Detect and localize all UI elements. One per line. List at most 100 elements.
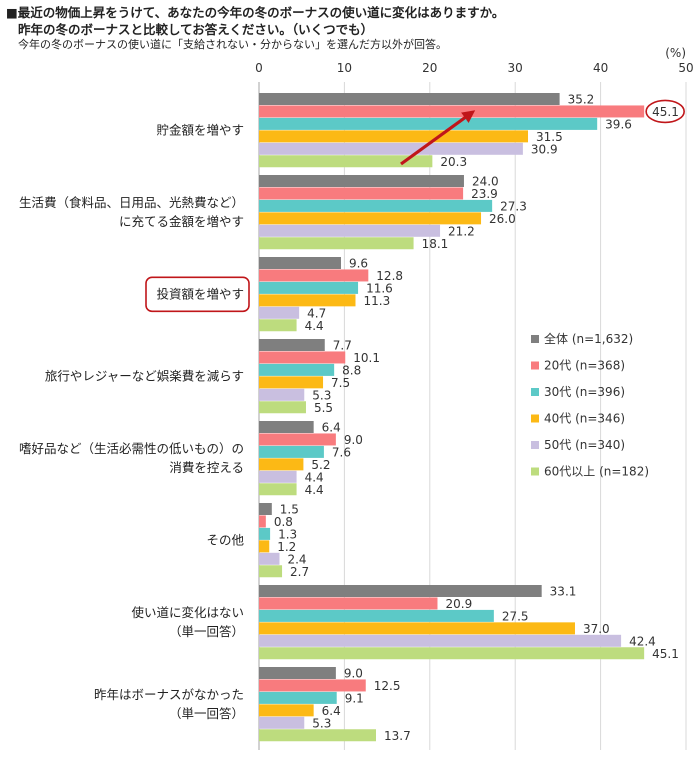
bar (259, 433, 336, 446)
bar (259, 187, 464, 200)
data-label: 1.5 (280, 503, 299, 517)
bar (259, 483, 297, 496)
bar (259, 691, 337, 704)
legend-swatch (531, 441, 539, 449)
legend-label: 60代以上 (n=182) (544, 465, 649, 479)
category-label: 使い道に変化はない (131, 605, 244, 620)
x-tick-label: 10 (337, 61, 352, 75)
data-label: 2.7 (290, 565, 309, 579)
legend-label: 50代 (n=340) (544, 438, 625, 452)
bar (259, 679, 366, 692)
bar (259, 224, 441, 237)
data-label: 39.6 (605, 117, 632, 131)
data-label: 31.5 (536, 130, 563, 144)
bar (259, 257, 341, 269)
data-label: 5.2 (311, 458, 330, 472)
bar (259, 388, 305, 401)
data-label: 35.2 (568, 93, 595, 107)
bar (259, 527, 271, 540)
data-label: 27.3 (500, 199, 527, 213)
legend-swatch (531, 361, 539, 370)
category-label: 旅行やレジャーなど娯楽費を減らす (45, 368, 244, 383)
bar (259, 647, 645, 660)
data-label: 2.4 (287, 552, 306, 566)
bar (259, 130, 529, 143)
data-label: 9.0 (344, 433, 363, 447)
bar (259, 199, 493, 212)
data-label: 10.1 (353, 351, 380, 365)
legend-label: 20代 (n=368) (544, 359, 625, 373)
data-label: 8.8 (342, 363, 361, 377)
category-label: （単一回答） (169, 706, 244, 721)
bar (259, 667, 336, 679)
data-label: 24.0 (472, 175, 499, 189)
legend-swatch (531, 414, 539, 423)
data-label: 6.4 (322, 704, 341, 718)
data-label: 13.7 (384, 729, 411, 743)
bar (259, 175, 464, 187)
bar (259, 503, 272, 515)
data-label: 20.9 (445, 597, 472, 611)
data-label: 6.4 (322, 421, 341, 435)
highlight-circle (645, 99, 685, 124)
data-label: 5.3 (312, 388, 331, 402)
data-label: 45.1 (652, 105, 679, 119)
data-label: 27.5 (502, 609, 529, 623)
data-label: 11.3 (364, 294, 391, 308)
data-label: 20.3 (440, 155, 467, 169)
legend-label: 全体 (n=1,632) (544, 331, 633, 346)
bar (259, 716, 305, 729)
category-label: 貯金額を増やす (156, 122, 244, 137)
bar (259, 597, 438, 610)
bar (259, 212, 482, 225)
data-label: 26.0 (489, 212, 516, 226)
data-label: 4.4 (305, 470, 324, 484)
bar (259, 351, 346, 364)
bar (259, 363, 335, 376)
data-label: 33.1 (550, 585, 577, 599)
category-label: （単一回答） (169, 624, 244, 639)
data-label: 7.6 (332, 445, 351, 459)
data-label: 1.3 (278, 527, 297, 541)
bar (259, 458, 304, 471)
bar (259, 421, 314, 433)
bar (259, 281, 359, 294)
bar (259, 552, 280, 565)
unit-label: (%) (665, 46, 686, 60)
bar (259, 470, 297, 483)
legend-swatch (531, 388, 539, 396)
bar (259, 515, 266, 528)
data-label: 42.4 (629, 634, 656, 648)
data-label: 1.2 (277, 540, 296, 554)
category-label: 消費を控える (169, 460, 244, 475)
data-label: 23.9 (471, 187, 498, 201)
bar (259, 142, 523, 155)
data-label: 7.5 (331, 376, 350, 390)
legend-swatch (531, 467, 539, 476)
data-label: 45.1 (652, 647, 679, 661)
x-tick-label: 30 (508, 61, 523, 75)
bar (259, 155, 433, 168)
data-label: 9.1 (345, 691, 364, 705)
chart-note: 今年の冬のボーナスの使い道に「支給されない・分からない」を選んだ方以外が回答。 (18, 38, 447, 51)
data-label: 11.6 (366, 281, 393, 295)
data-label: 9.0 (344, 667, 363, 681)
highlight-arrow (400, 110, 476, 166)
data-label: 7.7 (333, 339, 352, 353)
category-label: その他 (206, 532, 244, 547)
bar (259, 565, 283, 578)
data-label: 5.3 (312, 716, 331, 730)
data-label: 30.9 (531, 142, 558, 156)
category-label: 投資額を増やす (156, 286, 244, 301)
bar (259, 117, 598, 130)
data-label: 21.2 (448, 224, 475, 238)
highlight-box (145, 276, 250, 313)
bar (259, 585, 542, 597)
bar (259, 704, 314, 717)
category-label: に充てる金額を増やす (119, 214, 244, 229)
x-tick-label: 50 (678, 61, 693, 75)
chart-title: ■最近の物価上昇をうけて、あなたの今年の冬のボーナスの使い道に変化はありますか。 (6, 5, 505, 20)
bar (259, 339, 325, 351)
x-tick-label: 40 (593, 61, 608, 75)
